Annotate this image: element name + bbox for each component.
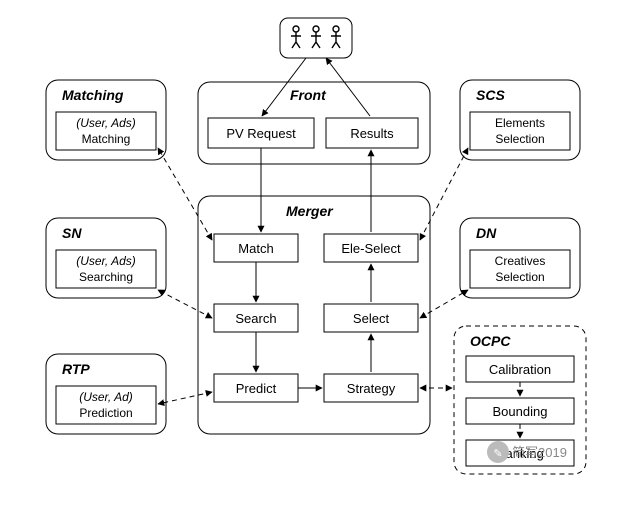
matching-sub2: Matching: [82, 132, 131, 146]
dn-sub1: Creatives: [495, 254, 546, 268]
module-front: Front PV Request Results: [198, 82, 430, 164]
scs-title: SCS: [476, 87, 505, 103]
svg-text:(User, Ad): (User, Ad): [79, 390, 133, 404]
pv-request-label: PV Request: [226, 126, 296, 141]
merger-title: Merger: [286, 203, 334, 219]
svg-text:(User, Ads): (User, Ads): [76, 116, 136, 130]
module-rtp: RTP (User, Ad) Prediction: [46, 354, 166, 434]
module-matching: Matching (User, Ads) Matching: [46, 80, 166, 160]
results-label: Results: [350, 126, 394, 141]
dn-sub2: Selection: [495, 270, 544, 284]
calibration-label: Calibration: [489, 362, 551, 377]
rtp-sub2: Prediction: [79, 406, 132, 420]
scs-sub2: Selection: [495, 132, 544, 146]
matching-sub1: (User, Ads): [76, 116, 136, 130]
ele-select-label: Ele-Select: [341, 241, 401, 256]
users-icon: [280, 18, 352, 58]
scs-sub1: Elements: [495, 116, 545, 130]
select-label: Select: [353, 311, 390, 326]
module-scs: SCS Elements Selection: [460, 80, 580, 160]
ocpc-title: OCPC: [470, 333, 511, 349]
front-title: Front: [290, 87, 327, 103]
diagram-canvas: Matching (User, Ads) Matching SN (User, …: [0, 0, 632, 510]
svg-text:✎: ✎: [493, 448, 502, 460]
bounding-label: Bounding: [493, 404, 548, 419]
predict-label: Predict: [236, 381, 277, 396]
match-label: Match: [238, 241, 273, 256]
rtp-sub1: (User, Ad): [79, 390, 133, 404]
module-merger: Merger Match Search Predict Ele-Select S…: [198, 196, 430, 434]
rtp-title: RTP: [62, 361, 90, 377]
matching-title: Matching: [62, 87, 124, 103]
module-sn: SN (User, Ads) Searching: [46, 218, 166, 298]
module-dn: DN Creatives Selection: [460, 218, 580, 298]
dn-title: DN: [476, 225, 497, 241]
svg-text:(User, Ads): (User, Ads): [76, 254, 136, 268]
search-label: Search: [235, 311, 276, 326]
svg-text:简写2019: 简写2019: [512, 445, 567, 460]
strategy-label: Strategy: [347, 381, 396, 396]
sn-title: SN: [62, 225, 82, 241]
watermark: ✎ 简写2019: [487, 441, 567, 463]
sn-sub2: Searching: [79, 270, 133, 284]
sn-sub1: (User, Ads): [76, 254, 136, 268]
